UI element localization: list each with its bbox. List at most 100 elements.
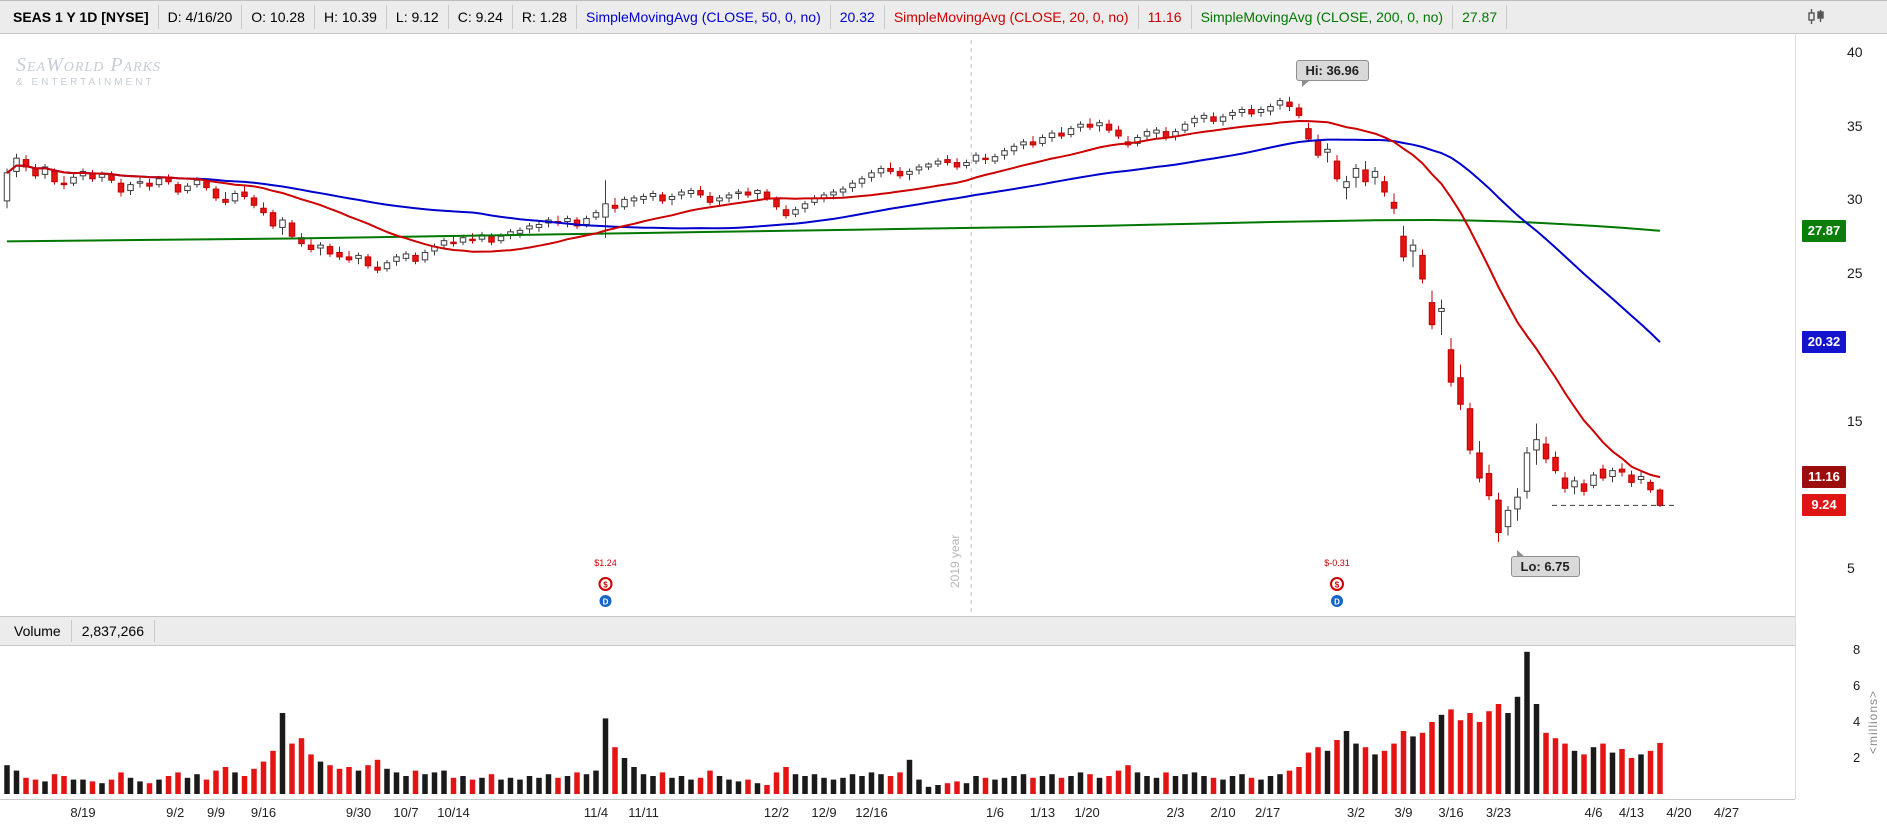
volume-bar [51, 774, 58, 794]
study-label[interactable]: SimpleMovingAvg (CLOSE, 50, 0, no) [577, 5, 831, 29]
study-value: 11.16 [1139, 5, 1192, 29]
candle-body [744, 191, 752, 196]
chart-style-icon[interactable] [1803, 5, 1829, 29]
volume-bar [1248, 777, 1255, 794]
chart-header-bar: SEAS 1 Y 1D [NYSE] D: 4/16/20 O: 10.28 H: … [0, 0, 1887, 34]
candle-body [1514, 496, 1521, 510]
study-label[interactable]: SimpleMovingAvg (CLOSE, 20, 0, no) [885, 5, 1139, 29]
candle-body [573, 219, 581, 227]
study-fields: SimpleMovingAvg (CLOSE, 50, 0, no) 20.32 S… [577, 5, 1508, 29]
earnings-icon [598, 577, 613, 591]
earnings-marker[interactable]: $1.24 $ D [594, 558, 617, 607]
date-axis-label: 12/2 [763, 805, 790, 820]
candle-body [60, 182, 68, 186]
candle-body [117, 182, 125, 193]
candle-body [1362, 169, 1369, 183]
candle-body [1200, 114, 1208, 119]
candle-body [326, 246, 334, 255]
year-divider-label: 2019 year [948, 534, 962, 588]
candle-body [1457, 377, 1464, 405]
volume-bar [868, 772, 875, 794]
volume-bar [260, 761, 267, 794]
candle-body [697, 190, 704, 196]
volume-bar [431, 772, 438, 794]
candle-body [991, 156, 999, 162]
price-axis-tick: 15 [1847, 412, 1863, 429]
candle-body [1419, 254, 1426, 280]
axis-separator-line [1795, 34, 1796, 799]
earnings-icon [1330, 577, 1344, 591]
candle-body [944, 159, 951, 164]
candle-body [1324, 148, 1331, 153]
volume-bar [564, 776, 571, 794]
ohlc-field: H: 10.39 [315, 5, 387, 29]
study-label[interactable]: SimpleMovingAvg (CLOSE, 200, 0, no) [1192, 5, 1454, 29]
candle-body [1048, 132, 1056, 138]
candlestick-series [3, 96, 1664, 543]
volume-bar [1267, 776, 1274, 794]
candle-body [592, 212, 600, 218]
candle-body [906, 170, 913, 175]
volume-bar [1315, 747, 1321, 794]
volume-bar [346, 767, 352, 794]
candle-body [953, 162, 961, 168]
volume-bar [1400, 731, 1407, 794]
candle-body [972, 154, 980, 162]
volume-bar [1362, 747, 1369, 794]
date-axis-label: 1/20 [1074, 805, 1100, 820]
date-axis-separator [0, 799, 1795, 800]
candle-body [1001, 150, 1008, 156]
volume-bar [1410, 736, 1416, 794]
volume-bar [840, 777, 846, 794]
earnings-eps-label: $-0.31 [1324, 558, 1350, 568]
volume-bar [583, 774, 590, 794]
volume-bar [1068, 776, 1074, 794]
candle-body [1257, 108, 1265, 113]
candle-body [754, 190, 761, 195]
volume-bar [460, 776, 466, 794]
date-axis-label: 3/16 [1438, 805, 1464, 820]
candle-body [383, 262, 391, 270]
candle-body [1086, 123, 1094, 128]
svg-text:$: $ [1335, 581, 1340, 590]
low-price-bubble: Lo: 6.75 [1510, 550, 1580, 578]
candle-body [1590, 474, 1597, 486]
candle-body [203, 181, 210, 189]
volume-bar [317, 761, 324, 794]
candle-body [1096, 122, 1103, 127]
volume-bar [1581, 754, 1587, 794]
volume-bar [602, 718, 609, 794]
volume-axis-tick: 4 [1853, 714, 1861, 729]
volume-title: Volume [4, 620, 72, 642]
candle-body [222, 198, 229, 203]
ohlc-field: C: 9.24 [449, 5, 513, 29]
volume-bar [80, 779, 86, 794]
candle-body [535, 223, 543, 228]
ohlc-field: L: 9.12 [387, 5, 449, 29]
candle-body [640, 195, 647, 200]
candle-body [602, 203, 609, 218]
candle-body [355, 254, 362, 259]
volume-bar [412, 770, 419, 794]
volume-bar [631, 767, 637, 794]
candle-body [317, 244, 324, 249]
candle-body [1219, 116, 1227, 122]
volume-bar [925, 786, 932, 794]
candle-body [1029, 141, 1037, 146]
volume-bar [1486, 711, 1492, 794]
candle-body [782, 209, 790, 217]
candle-body [1485, 473, 1493, 497]
candle-body [868, 172, 875, 178]
date-axis-label: 9/30 [345, 805, 372, 820]
volume-bar [1381, 750, 1388, 794]
earnings-marker[interactable]: $-0.31 $ D [1324, 558, 1350, 607]
volume-bar [1115, 770, 1122, 794]
volume-bar [612, 747, 618, 794]
volume-bar [42, 781, 48, 794]
date-axis-label: 2/17 [1254, 805, 1281, 820]
candle-body [649, 193, 657, 197]
candle-body [1428, 302, 1436, 326]
volume-bar [1457, 720, 1464, 794]
